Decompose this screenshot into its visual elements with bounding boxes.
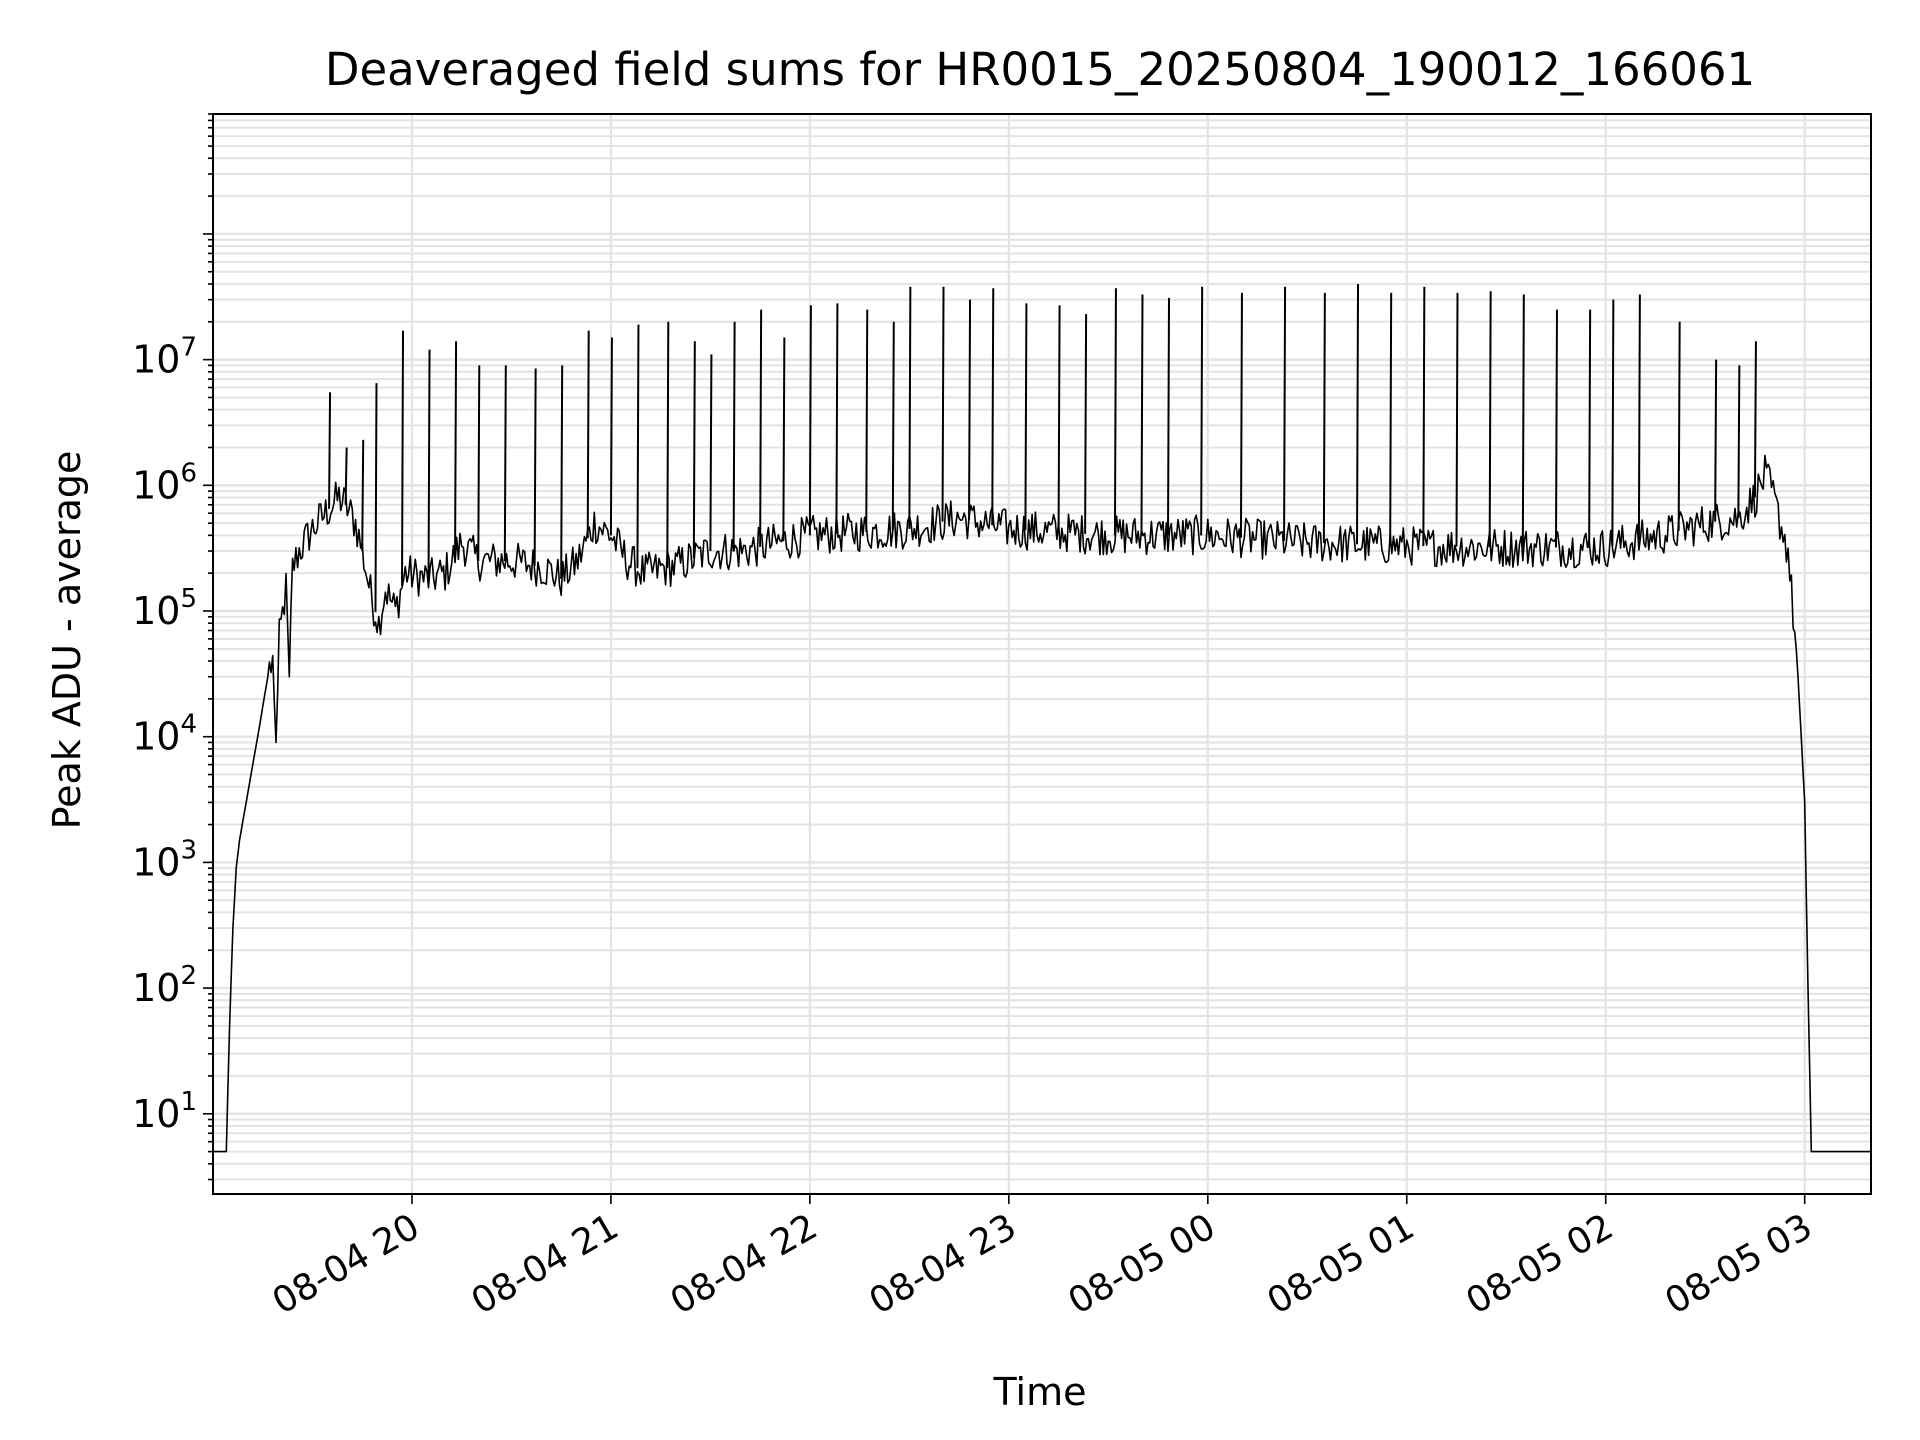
series-spike — [1024, 303, 1028, 530]
series-spike — [1140, 294, 1144, 536]
series-spike — [1554, 309, 1558, 548]
series-spike — [865, 309, 869, 532]
x-axis-label: Time — [993, 1370, 1087, 1414]
series-spike — [1239, 292, 1243, 538]
series-spike — [808, 305, 812, 536]
series-spike — [1422, 286, 1426, 547]
series-spike — [991, 288, 995, 526]
y-tick-label: 101 — [132, 1087, 197, 1136]
series-spike — [609, 337, 613, 536]
series-spike — [1588, 309, 1592, 548]
series-spike — [503, 365, 507, 561]
series-spike — [1714, 359, 1718, 522]
series-spike — [1167, 297, 1171, 536]
y-tick-label: 105 — [132, 584, 197, 633]
series-spike — [1611, 299, 1615, 547]
plot-frame — [212, 113, 1872, 1195]
series-spike — [782, 337, 786, 542]
y-tick-label: 107 — [132, 333, 197, 382]
series-spike — [454, 341, 458, 555]
series-spike — [835, 303, 839, 534]
y-tick-label: 106 — [132, 458, 197, 507]
series-spike — [560, 365, 564, 579]
series-spike — [374, 383, 378, 613]
y-tick-label: 104 — [132, 710, 197, 759]
series-spike — [891, 321, 895, 530]
series-spike — [361, 439, 365, 552]
series-spike — [1753, 341, 1757, 498]
series-spike — [636, 324, 640, 569]
series-line — [213, 454, 1871, 1153]
series-spike — [968, 299, 972, 521]
series-spike — [1084, 314, 1088, 534]
series-spike — [1113, 288, 1117, 536]
y-tick-label: 103 — [132, 835, 197, 884]
series-spike — [586, 330, 590, 539]
series-spike — [666, 321, 670, 568]
series-spike — [427, 349, 431, 579]
series-spike — [1356, 283, 1360, 545]
chart-title: Deaveraged field sums for HR0015_2025080… — [325, 43, 1755, 96]
series-spike — [328, 392, 332, 509]
series-spike — [1488, 291, 1492, 548]
series-spike — [941, 286, 945, 522]
series-spike — [1283, 286, 1287, 541]
series-spike — [1057, 305, 1061, 533]
series-spike — [732, 321, 736, 552]
series-spike — [477, 365, 481, 561]
series-spike — [692, 341, 696, 559]
series-spike — [1322, 292, 1326, 544]
y-tick-label: 102 — [132, 961, 197, 1010]
series-spike — [709, 354, 713, 552]
series-spike — [1737, 365, 1741, 518]
series-spike — [1677, 321, 1681, 531]
series-spike — [533, 368, 537, 566]
series-spike — [759, 309, 763, 547]
grid-lines — [213, 113, 1871, 1194]
series-layer — [213, 283, 1871, 1153]
series-spike — [401, 330, 405, 586]
series-spike — [344, 447, 348, 505]
series-spike — [1637, 294, 1641, 541]
series-spike — [1521, 294, 1525, 548]
series-spike — [1200, 286, 1204, 536]
series-spike — [1389, 292, 1393, 546]
series-spike — [908, 286, 912, 529]
y-axis-label: Peak ADU - average — [45, 451, 89, 830]
series-spike — [1455, 292, 1459, 547]
